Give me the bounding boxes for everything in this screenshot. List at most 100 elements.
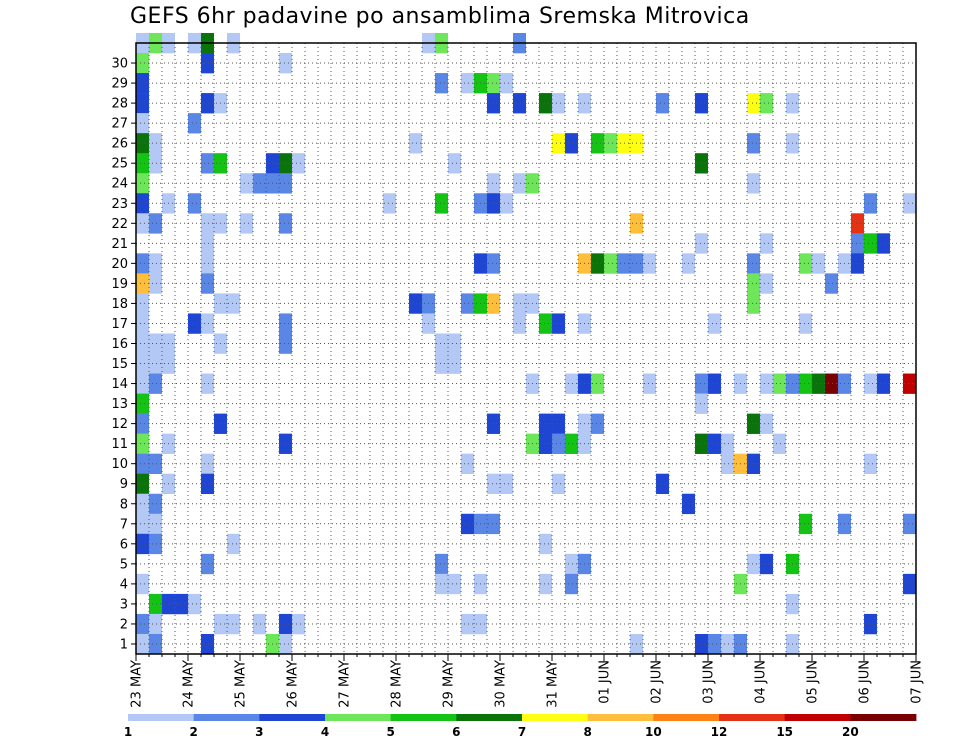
precip-cell [799,513,812,535]
x-tick-label: 25 MAY [234,660,249,708]
precip-cell [903,513,916,535]
precip-cell [136,453,149,474]
precip-cell [487,413,500,434]
precip-cell [747,133,760,154]
y-tick-label: 26 [111,137,128,152]
precip-cell [201,213,214,234]
precip-cell [747,553,760,575]
precip-cell [448,333,461,354]
precip-cell [747,293,760,314]
precip-cell [136,173,149,194]
y-tick-label: 18 [111,297,128,312]
precip-cell [149,213,162,234]
legend-swatch [522,714,589,721]
legend-swatch [325,714,392,721]
precip-cell [136,513,149,535]
precip-cell [500,193,513,214]
precip-cell [136,413,149,434]
precip-cell [760,413,773,434]
y-tick-label: 16 [111,337,128,352]
precip-cell [136,73,149,94]
precip-cell [149,373,162,394]
precip-cell [149,353,162,374]
precip-cell [851,253,864,274]
precip-cell [877,233,890,254]
precip-cell [136,533,149,555]
precip-cell [799,313,812,334]
precip-cell [149,493,162,515]
precip-cell [604,133,617,154]
precip-cell [760,233,773,254]
legend-swatch [193,714,260,721]
x-tick-label: 23 MAY [130,660,145,708]
y-tick-label: 19 [111,277,128,292]
legend-swatch [850,714,917,721]
precip-cell [136,353,149,374]
precip-cell [201,253,214,274]
precip-cell [136,633,149,655]
precip-cell [461,73,474,94]
precip-cell [279,613,292,635]
precip-cell [136,153,149,174]
precip-cell [279,153,292,174]
precip-cell [461,453,474,474]
precip-cell [695,153,708,174]
legend-swatch [259,714,326,721]
precip-cell [825,373,838,394]
precip-cell [136,253,149,274]
y-tick-label: 21 [111,237,128,252]
x-tick-label: 26 MAY [286,660,301,708]
precip-cell [708,633,721,655]
precip-cell [903,193,916,214]
x-tick-label: 03 JUN [702,660,717,704]
y-tick-label: 7 [120,517,128,532]
precip-cell [591,413,604,434]
y-tick-label: 29 [111,77,128,92]
legend-label: 3 [255,725,263,739]
y-tick-label: 25 [111,157,128,172]
legend-label: 8 [583,725,591,739]
precip-cell [188,313,201,334]
precip-cell [201,273,214,294]
precip-cell [136,473,149,495]
precip-cell [747,93,760,114]
precip-cell [136,373,149,394]
precip-cell [864,193,877,214]
precip-cell [565,433,578,454]
precip-cell [149,633,162,655]
precip-cell [201,473,214,495]
precip-cell [539,533,552,555]
precip-cell [513,93,526,114]
precip-cell [721,633,734,655]
legend-swatch [390,714,457,721]
precip-cell [227,613,240,635]
y-tick-label: 8 [120,497,128,512]
precip-cell [149,153,162,174]
precip-cell [240,173,253,194]
precip-cell [136,93,149,114]
precip-cell [175,593,188,615]
precip-cell [513,293,526,314]
precip-cell [149,453,162,474]
legend-label: 2 [189,725,197,739]
precip-cell [136,193,149,214]
precip-cell [149,593,162,615]
precip-cell [617,253,630,274]
precip-cell [487,513,500,535]
precip-cell [435,73,448,94]
precip-cell [591,133,604,154]
legend-label: 15 [776,725,793,739]
precip-cell [812,373,825,394]
precip-cell [279,313,292,334]
y-tick-label: 2 [120,617,128,632]
legend-swatch [784,714,851,721]
precip-cell [448,353,461,374]
precip-cell [695,233,708,254]
precip-cell [656,93,669,114]
precip-cell [136,393,149,414]
precip-cell [201,233,214,254]
x-tick-label: 29 MAY [442,660,457,708]
precip-cell [136,573,149,595]
precip-cell [253,173,266,194]
precip-cell [565,373,578,394]
